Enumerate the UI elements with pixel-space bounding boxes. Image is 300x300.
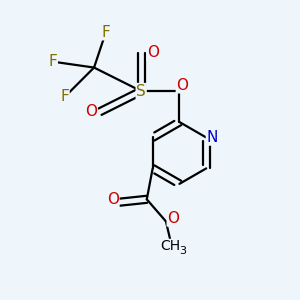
Text: N: N xyxy=(206,130,218,145)
Text: CH: CH xyxy=(160,239,180,254)
Text: O: O xyxy=(176,78,188,93)
Text: S: S xyxy=(136,84,146,99)
Text: O: O xyxy=(85,104,97,119)
Text: O: O xyxy=(107,192,119,207)
Text: 3: 3 xyxy=(179,246,187,256)
Text: F: F xyxy=(101,25,110,40)
Text: F: F xyxy=(60,89,69,104)
Text: O: O xyxy=(167,211,179,226)
Text: F: F xyxy=(49,54,57,69)
Text: O: O xyxy=(147,45,159,60)
